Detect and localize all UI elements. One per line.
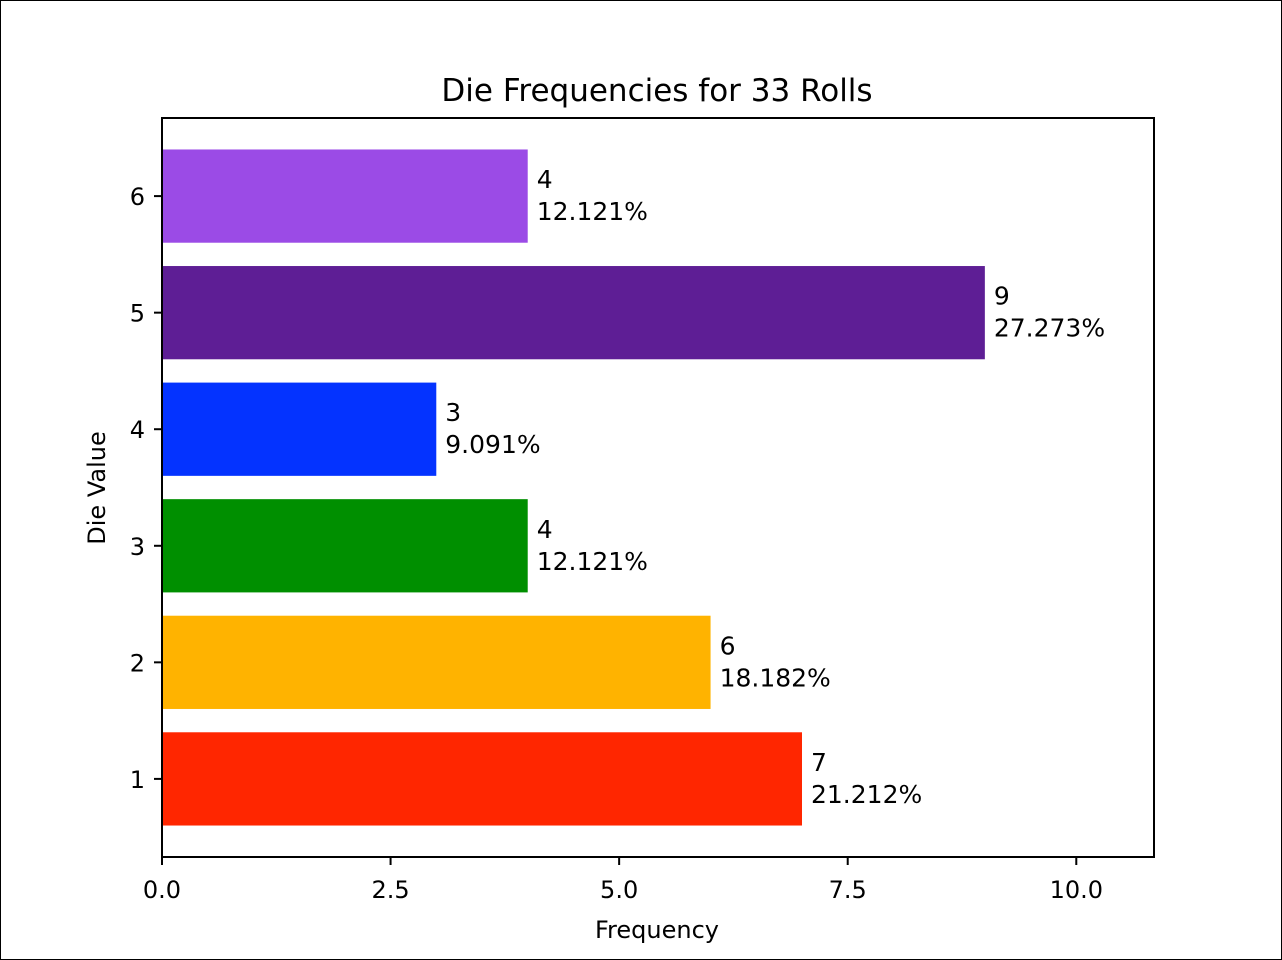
- x-tick-label: 10.0: [1050, 876, 1103, 904]
- y-tick-label: 1: [130, 766, 145, 794]
- x-tick-label: 5.0: [600, 876, 638, 904]
- y-tick-label: 3: [130, 533, 145, 561]
- x-axis-label: Frequency: [595, 916, 719, 944]
- y-tick-label: 5: [130, 300, 145, 328]
- bar-count-label: 3: [445, 398, 461, 427]
- y-axis: 1 2 3 4 5 6: [130, 183, 162, 794]
- chart-title: Die Frequencies for 33 Rolls: [441, 73, 872, 109]
- data-labels-layer: 7 21.212% 6 18.182% 4 12.121% 3 9.091% 9 27.273% 4…: [445, 165, 1105, 809]
- bar-percent-label: 12.121%: [537, 547, 648, 576]
- bar-die-2: [162, 615, 711, 709]
- x-tick-label: 7.5: [829, 876, 867, 904]
- bar-die-3: [162, 499, 528, 593]
- bar-count-label: 6: [720, 631, 736, 660]
- bar-die-1: [162, 732, 802, 826]
- bar-count-label: 7: [811, 748, 827, 777]
- bar-count-label: 4: [537, 165, 553, 194]
- bars-layer: [162, 149, 985, 826]
- x-tick-label: 2.5: [371, 876, 409, 904]
- bar-percent-label: 27.273%: [994, 314, 1105, 343]
- bar-count-label: 9: [994, 282, 1010, 311]
- bar-die-6: [162, 149, 528, 243]
- y-tick-label: 2: [130, 649, 145, 677]
- y-tick-label: 4: [130, 416, 145, 444]
- bar-percent-label: 9.091%: [445, 430, 540, 459]
- bar-count-label: 4: [537, 515, 553, 544]
- bar-die-4: [162, 382, 437, 476]
- x-tick-label: 0.0: [143, 876, 181, 904]
- y-tick-label: 6: [130, 183, 145, 211]
- bar-percent-label: 21.212%: [811, 780, 922, 809]
- bar-percent-label: 12.121%: [537, 197, 648, 226]
- plot-area-frame: [161, 117, 1155, 858]
- bar-percent-label: 18.182%: [720, 663, 831, 692]
- y-axis-label: Die Value: [83, 431, 111, 544]
- bar-die-5: [162, 266, 985, 360]
- x-axis: 0.0 2.5 5.0 7.5 10.0: [143, 857, 1103, 904]
